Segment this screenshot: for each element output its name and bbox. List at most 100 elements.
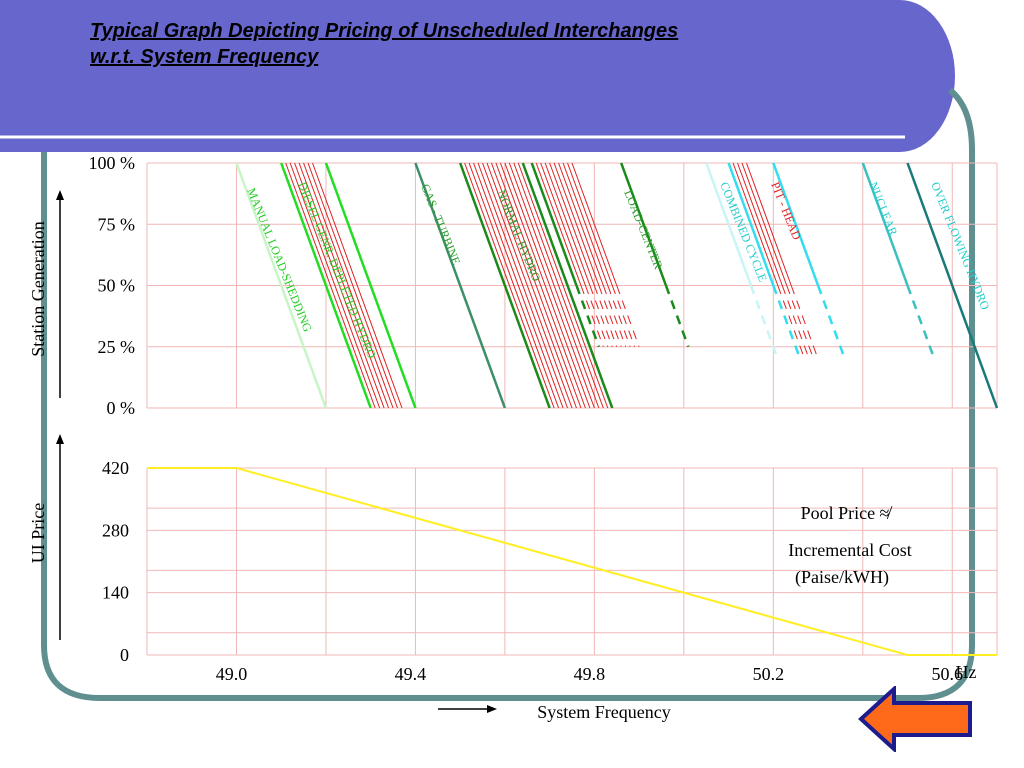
series-label: LOAD-CENTER	[621, 188, 665, 271]
generation-bundle-line	[307, 162, 398, 409]
generation-bundle-line-dashed	[777, 285, 806, 360]
generation-line-9-dashed	[772, 285, 802, 360]
generation-bundle-line-dashed	[593, 285, 618, 347]
price-lines	[147, 467, 997, 656]
y-tick-label: 100 %	[89, 153, 136, 173]
generation-bundle-line	[491, 162, 582, 409]
generation-bundle-line	[504, 162, 595, 409]
generation-bundle-line-dashed	[781, 285, 810, 360]
slide-frame	[41, 87, 975, 701]
generation-bundle-line	[562, 162, 609, 286]
generation-line-4	[458, 162, 551, 409]
generation-bundle-line-dashed	[616, 285, 640, 347]
x-tick-label: 49.4	[395, 664, 427, 684]
y-tick-label: 25 %	[98, 337, 136, 357]
generation-line-0	[235, 162, 328, 409]
y-axis-label-price: UI Price	[28, 503, 48, 563]
generation-bundle-line	[737, 162, 783, 286]
generation-line-7-dashed	[664, 285, 690, 348]
generation-bundle-line-dashed	[786, 285, 815, 360]
generation-bundle-line	[477, 162, 568, 409]
generation-bundle-line-dashed	[602, 285, 627, 347]
x-axis-label: System Frequency	[537, 702, 670, 722]
generation-bundle-line-dashed	[790, 285, 819, 360]
price-axis-arrowhead	[56, 434, 64, 444]
generation-bundle-line	[303, 162, 394, 409]
axis-arrows	[56, 190, 497, 713]
generation-bundle-line	[549, 162, 595, 286]
generation-line-2	[324, 162, 417, 409]
y-tick-label: 0	[120, 645, 129, 665]
y-tick-label: 0 %	[107, 398, 136, 418]
generation-bundle-line	[464, 162, 555, 409]
slide-background	[0, 0, 975, 701]
generation-line-8	[705, 162, 753, 286]
generation-line-8-dashed	[749, 285, 779, 360]
x-tick-label: 49.8	[574, 664, 606, 684]
generation-bundle-line	[558, 162, 604, 286]
generation-bundle-line	[499, 162, 591, 409]
generation-line-11-dashed	[906, 285, 936, 360]
x-tick-label: 49.0	[216, 664, 248, 684]
generation-bundle-line	[285, 162, 376, 409]
header-band	[0, 0, 955, 152]
generation-line-9	[727, 162, 775, 286]
generation-bundle-line	[567, 162, 613, 286]
generation-bundle-line	[486, 162, 577, 409]
generation-bundle-line	[468, 162, 560, 409]
generation-bundle-line	[473, 162, 564, 409]
generation-bundle-line	[544, 162, 591, 286]
generation-axis-arrowhead	[56, 190, 64, 200]
left-arrow-icon[interactable]	[856, 686, 976, 752]
slide-title: Typical Graph Depicting Pricing of Unsch…	[90, 18, 678, 70]
generation-bundle-line	[508, 162, 600, 409]
generation-bundle-line	[482, 162, 573, 409]
series-label: NUCLEAR	[866, 180, 900, 238]
generation-line-12	[906, 162, 999, 409]
generation-bundle-line-dashed	[580, 285, 604, 347]
generation-bundle-line-dashed	[589, 285, 613, 347]
generation-bundle-line-dashed	[611, 285, 636, 347]
generation-bundle-line-dashed	[598, 285, 622, 347]
x-axis-arrowhead	[487, 705, 497, 713]
generation-line-10	[772, 162, 820, 286]
generation-line-6	[530, 162, 578, 286]
generation-bundle-line	[495, 162, 586, 409]
generation-bundle-line	[535, 162, 582, 286]
x-tick-label: 50.6	[932, 664, 964, 684]
generation-bundle-line	[517, 162, 609, 409]
generation-bundle-line	[741, 162, 788, 286]
axes-text: 100 % 75 % 50 % 25 % 0 % 420 280 140 0 49.0 49.4 49…	[28, 153, 977, 722]
generation-line-10-dashed	[816, 285, 847, 360]
generation-line-6-dashed	[575, 285, 601, 348]
price-series-line	[147, 467, 997, 656]
slide-title-line2: w.r.t. System Frequency	[90, 46, 319, 68]
generation-bundle-line	[513, 162, 604, 409]
generation-bundle-line	[540, 162, 586, 286]
generation-bundle-line	[294, 162, 385, 409]
price-annotation: Incremental Cost	[788, 540, 911, 560]
y-tick-label: 75 %	[98, 214, 136, 234]
generation-bundle-line-dashed	[584, 285, 609, 347]
price-annotation: (Paise/kWH)	[795, 567, 889, 588]
generation-bundle-line	[732, 162, 779, 286]
x-tick-label: 50.2	[753, 664, 785, 684]
generation-lines	[235, 162, 999, 409]
generation-line-1	[280, 162, 372, 409]
slide-title-line1: Typical Graph Depicting Pricing of Unsch…	[90, 20, 679, 42]
price-grid	[146, 467, 998, 656]
generation-bundle-line	[553, 162, 600, 286]
series-label: MANUAL LOAD-SHEDDING	[244, 186, 315, 334]
generation-line-5	[521, 162, 614, 409]
generation-line-7	[620, 162, 668, 286]
price-annotation: Pool Price ≉	[801, 503, 893, 523]
generation-bundle-line	[298, 162, 390, 409]
y-tick-label: 280	[102, 520, 129, 540]
y-tick-label: 420	[102, 458, 129, 478]
generation-bundle-line	[312, 162, 403, 409]
y-tick-label: 50 %	[98, 276, 136, 296]
y-tick-label: 140	[102, 583, 129, 603]
generation-bundle-line	[746, 162, 792, 286]
